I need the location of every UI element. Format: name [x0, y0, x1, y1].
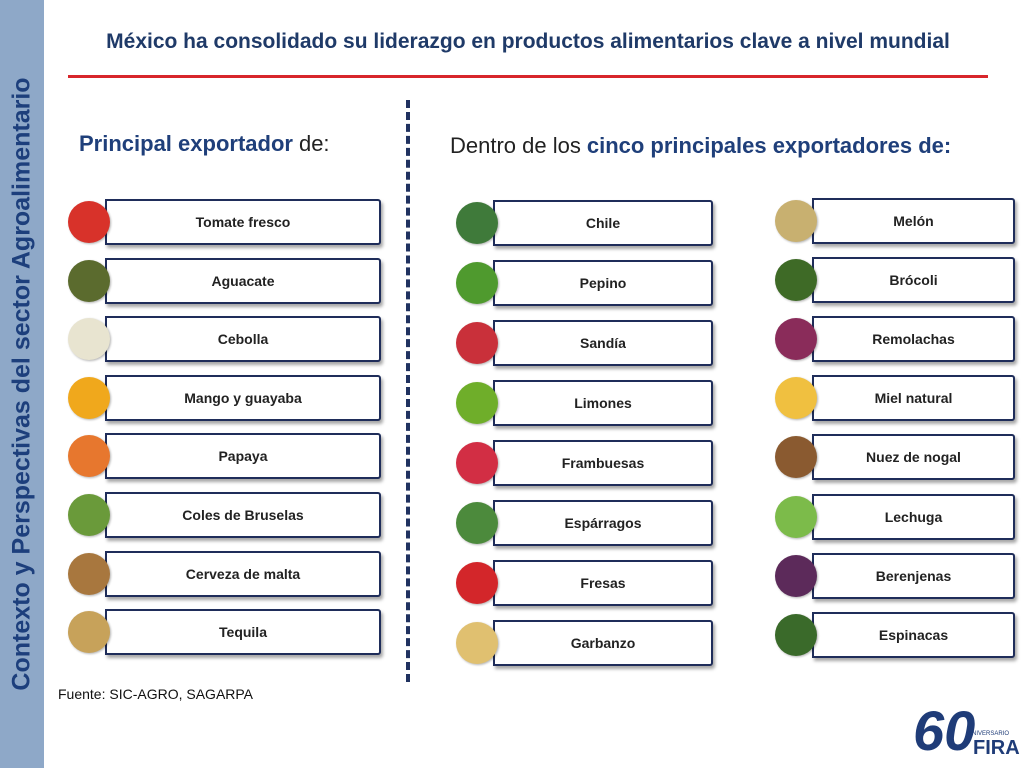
item-icon [775, 200, 817, 242]
left-heading: Principal exportador de: [79, 131, 330, 157]
item-icon [456, 442, 498, 484]
item-icon [68, 376, 110, 419]
item-box: Brócoli [812, 257, 1015, 304]
item-icon [775, 436, 817, 479]
item-box: Berenjenas [812, 552, 1015, 599]
item-box: Nuez de nogal [812, 434, 1015, 481]
logo-brand: FIRA [973, 737, 1020, 759]
item-icon [68, 552, 110, 595]
item-icon [68, 318, 110, 361]
item-icon [456, 382, 498, 424]
title-rule [68, 75, 988, 78]
divider [406, 100, 410, 682]
item-icon [456, 502, 498, 544]
item-box: Mango y guayaba [105, 374, 381, 421]
item-box: Miel natural [812, 375, 1015, 422]
heading-text: Dentro de los [450, 133, 581, 158]
item-box: Remolachas [812, 316, 1015, 363]
item-icon [775, 318, 817, 361]
slide-title: México ha consolidado su liderazgo en pr… [106, 30, 950, 53]
sidebar-title: Contexto y Perspectivas del sector Agroa… [7, 77, 36, 691]
source: Fuente: SIC-AGRO, SAGARPA [58, 686, 254, 702]
item-box: Tequila [105, 609, 381, 656]
item-box: Cebolla [105, 316, 381, 363]
item-icon [456, 322, 498, 364]
logo: 60 ANIVERSARIO FIRA [913, 699, 1020, 762]
heading-text: de: [298, 131, 330, 156]
item-box: Frambuesas [493, 440, 713, 486]
item-box: Papaya [105, 433, 381, 480]
item-box: Espárragos [493, 500, 713, 546]
item-icon [775, 495, 817, 538]
logo-number: 60 [913, 699, 975, 762]
item-box: Coles de Bruselas [105, 492, 381, 538]
heading-emphasis: cinco principales exportadores de: [586, 133, 952, 158]
item-icon [68, 259, 110, 302]
item-box: Garbanzo [493, 620, 713, 666]
item-icon [775, 259, 817, 302]
item-icon [775, 554, 817, 597]
item-box: Pepino [493, 260, 713, 306]
item-icon [68, 435, 110, 478]
item-icon [456, 262, 498, 304]
right-heading: Dentro de los cinco principales exportado… [450, 133, 951, 159]
item-icon [456, 562, 498, 604]
heading-emphasis: Principal exportador [79, 131, 293, 156]
item-icon [68, 201, 110, 243]
item-box: Aguacate [105, 257, 381, 304]
item-box: Sandía [493, 320, 713, 366]
item-icon [775, 377, 817, 420]
item-box: Tomate fresco [105, 199, 381, 245]
item-box: Cerveza de malta [105, 550, 381, 597]
sidebar: Contexto y Perspectivas del sector Agroa… [0, 0, 44, 768]
item-box: Limones [493, 380, 713, 426]
item-icon [68, 494, 110, 536]
item-box: Lechuga [812, 493, 1015, 540]
logo-caption: ANIVERSARIO [968, 731, 1009, 737]
item-icon [775, 613, 817, 656]
item-box: Fresas [493, 560, 713, 606]
item-icon [68, 611, 110, 654]
item-icon [456, 202, 498, 244]
item-box: Melón [812, 198, 1015, 244]
item-icon [456, 622, 498, 664]
item-box: Chile [493, 200, 713, 246]
item-box: Espinacas [812, 611, 1015, 658]
